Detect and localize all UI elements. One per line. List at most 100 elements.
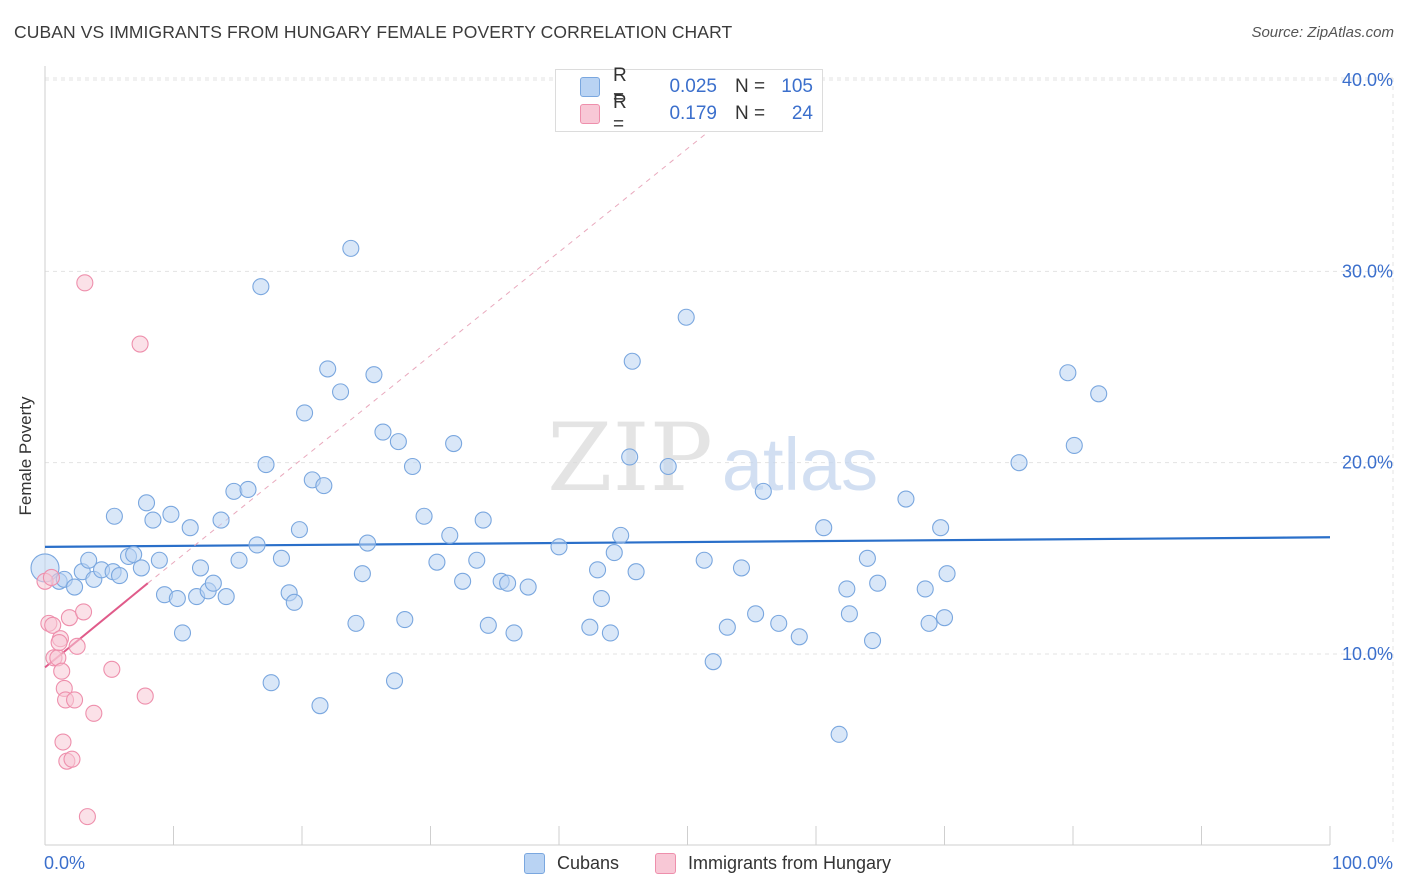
legend-n-label: N = xyxy=(735,103,766,124)
cubans-point xyxy=(181,519,199,537)
cubans-point xyxy=(290,521,308,539)
cubans-point xyxy=(601,624,619,642)
cubans-point xyxy=(938,565,956,583)
cubans-point xyxy=(204,574,222,592)
cubans-point xyxy=(830,725,848,743)
y-tick-label: 10.0% xyxy=(1342,644,1393,664)
cubans-point xyxy=(66,578,84,596)
cubans-point xyxy=(389,433,407,451)
cubans-point xyxy=(168,589,186,608)
hungary-trend-extension xyxy=(147,127,714,584)
cubans-point xyxy=(212,511,230,529)
cubans-point xyxy=(80,551,98,569)
cubans-point xyxy=(162,505,180,523)
cubans-point xyxy=(315,477,333,495)
cubans-point xyxy=(225,482,243,500)
legend-r-value: 0.025 xyxy=(669,76,717,97)
x-tick-label-max: 100.0% xyxy=(1332,853,1393,873)
cubans-point xyxy=(441,526,459,544)
cubans-point xyxy=(1090,385,1108,403)
cubans-point xyxy=(252,278,270,296)
legend-n-value: 105 xyxy=(781,76,813,97)
cubans-point xyxy=(718,618,736,636)
legend-item-hungary[interactable]: Immigrants from Hungary xyxy=(655,853,891,874)
legend-label-hungary: Immigrants from Hungary xyxy=(688,853,892,873)
cubans-point xyxy=(479,616,497,634)
hungary-point xyxy=(131,335,149,353)
cubans-point xyxy=(605,544,623,562)
hungary-point xyxy=(66,691,84,709)
cubans-point xyxy=(296,404,314,422)
hungary-point xyxy=(78,808,96,826)
cubans-point xyxy=(747,605,765,623)
cubans-point xyxy=(445,434,463,453)
cubans-point xyxy=(144,511,162,529)
cubans-point xyxy=(612,526,630,544)
cubans-point xyxy=(353,565,371,583)
hungary-point xyxy=(68,637,86,655)
cubans-point xyxy=(385,672,404,690)
legend-swatch-pink xyxy=(580,104,600,124)
correlation-legend: R = 0.025 N = 105 R = 0.179 N = 24 xyxy=(555,65,823,135)
cubans-point xyxy=(403,457,422,476)
hungary-point xyxy=(63,750,81,768)
hungary-point xyxy=(75,603,93,621)
cubans-point xyxy=(519,578,537,596)
cubans-point xyxy=(248,536,266,554)
legend-row-hungary: R = 0.179 N = 24 xyxy=(580,92,813,135)
cubans-point xyxy=(150,551,168,569)
hungary-point xyxy=(53,662,71,680)
legend-item-cubans[interactable]: Cubans xyxy=(524,853,619,874)
cubans-point xyxy=(499,574,517,592)
cubans-point xyxy=(677,308,695,326)
trend-lines xyxy=(44,127,1331,669)
legend-n-label: N = xyxy=(735,76,766,97)
legend-swatch-blue xyxy=(580,77,600,97)
hungary-point xyxy=(76,274,94,292)
cubans-point xyxy=(415,507,433,525)
series-legend: Cubans Immigrants from Hungary xyxy=(0,851,1406,879)
cubans-point xyxy=(840,605,858,623)
cubans-point xyxy=(191,559,210,577)
cubans-point xyxy=(319,360,337,378)
cubans-point xyxy=(272,549,290,567)
cubans-point xyxy=(239,480,257,499)
cubans-point xyxy=(592,589,610,608)
cubans-point xyxy=(858,549,876,567)
cubans-point xyxy=(790,628,808,646)
hungary-point xyxy=(42,568,60,587)
cubans-point xyxy=(621,448,639,466)
cubans-point xyxy=(262,674,280,692)
cubans-point xyxy=(311,697,329,715)
x-tick-label-min: 0.0% xyxy=(44,853,85,873)
y-tick-label: 40.0% xyxy=(1342,70,1393,90)
cubans-point xyxy=(468,551,486,569)
data-points xyxy=(30,239,1108,826)
cubans-point xyxy=(1065,436,1083,454)
cubans-point xyxy=(623,352,641,370)
cubans-point xyxy=(474,511,492,529)
cubans-point xyxy=(257,456,275,474)
cubans-point xyxy=(217,588,235,606)
cubans-point xyxy=(770,614,788,632)
cubans-point xyxy=(365,366,383,384)
cubans-point xyxy=(897,490,915,508)
hungary-point xyxy=(103,660,121,678)
cubans-point xyxy=(1010,454,1028,472)
cubans-point xyxy=(704,653,722,671)
cubans-point xyxy=(627,563,645,581)
hungary-point xyxy=(54,733,72,751)
cubans-point xyxy=(374,423,392,441)
cubans-point xyxy=(732,559,751,577)
cubans-point xyxy=(588,561,607,579)
cubans-point xyxy=(838,580,856,598)
cubans-point xyxy=(137,494,156,512)
cubans-point xyxy=(869,574,887,592)
cubans-point xyxy=(285,593,303,611)
legend-swatch-hungary xyxy=(655,853,676,874)
cubans-point xyxy=(932,519,950,537)
cubans-point xyxy=(550,538,568,556)
cubans-point xyxy=(754,482,772,500)
legend-r-label: R = xyxy=(613,65,627,108)
